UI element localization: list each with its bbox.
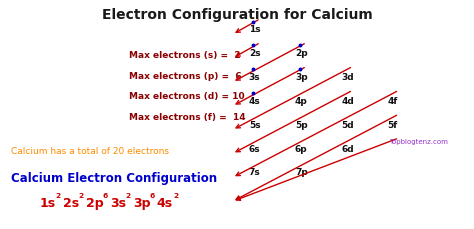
Text: 2s: 2s xyxy=(249,49,260,58)
Text: 5f: 5f xyxy=(387,120,398,129)
Text: 7s: 7s xyxy=(249,168,261,177)
Text: 2: 2 xyxy=(79,192,84,198)
Text: Max electrons (s) =  2: Max electrons (s) = 2 xyxy=(128,51,240,60)
Text: 4s: 4s xyxy=(249,96,261,105)
Text: 3d: 3d xyxy=(341,73,354,82)
Text: Calcium has a total of 20 electrons: Calcium has a total of 20 electrons xyxy=(11,146,169,155)
Text: Electron Configuration for Calcium: Electron Configuration for Calcium xyxy=(101,8,373,22)
Text: 1s: 1s xyxy=(249,25,260,34)
Text: Topblogtenz.com: Topblogtenz.com xyxy=(389,139,448,145)
Text: 3p: 3p xyxy=(133,196,151,210)
Text: 6d: 6d xyxy=(341,144,354,153)
Text: 2: 2 xyxy=(126,192,131,198)
Text: 1s: 1s xyxy=(39,196,55,210)
Text: 7p: 7p xyxy=(295,168,308,177)
Text: 2p: 2p xyxy=(295,49,308,58)
Text: 5d: 5d xyxy=(341,120,354,129)
Text: Max electrons (d) = 10: Max electrons (d) = 10 xyxy=(128,92,244,101)
Text: 2s: 2s xyxy=(63,196,79,210)
Text: 4p: 4p xyxy=(295,96,308,105)
Text: 6: 6 xyxy=(102,192,108,198)
Text: 3s: 3s xyxy=(110,196,126,210)
Text: 4s: 4s xyxy=(157,196,173,210)
Text: Calcium Electron Configuration: Calcium Electron Configuration xyxy=(11,171,217,184)
Text: Max electrons (p) =  6: Max electrons (p) = 6 xyxy=(128,71,241,81)
Text: 2: 2 xyxy=(55,192,60,198)
Text: 2: 2 xyxy=(173,192,178,198)
Text: 3s: 3s xyxy=(249,73,260,82)
Text: 4d: 4d xyxy=(341,96,354,105)
Text: 5p: 5p xyxy=(295,120,308,129)
Text: 6p: 6p xyxy=(295,144,308,153)
Text: 5s: 5s xyxy=(249,120,260,129)
Text: 6s: 6s xyxy=(249,144,260,153)
Text: 6: 6 xyxy=(149,192,155,198)
Text: 4f: 4f xyxy=(387,96,398,105)
Text: 2p: 2p xyxy=(86,196,104,210)
Text: Max electrons (f) =  14: Max electrons (f) = 14 xyxy=(128,112,245,121)
Text: 3p: 3p xyxy=(295,73,308,82)
